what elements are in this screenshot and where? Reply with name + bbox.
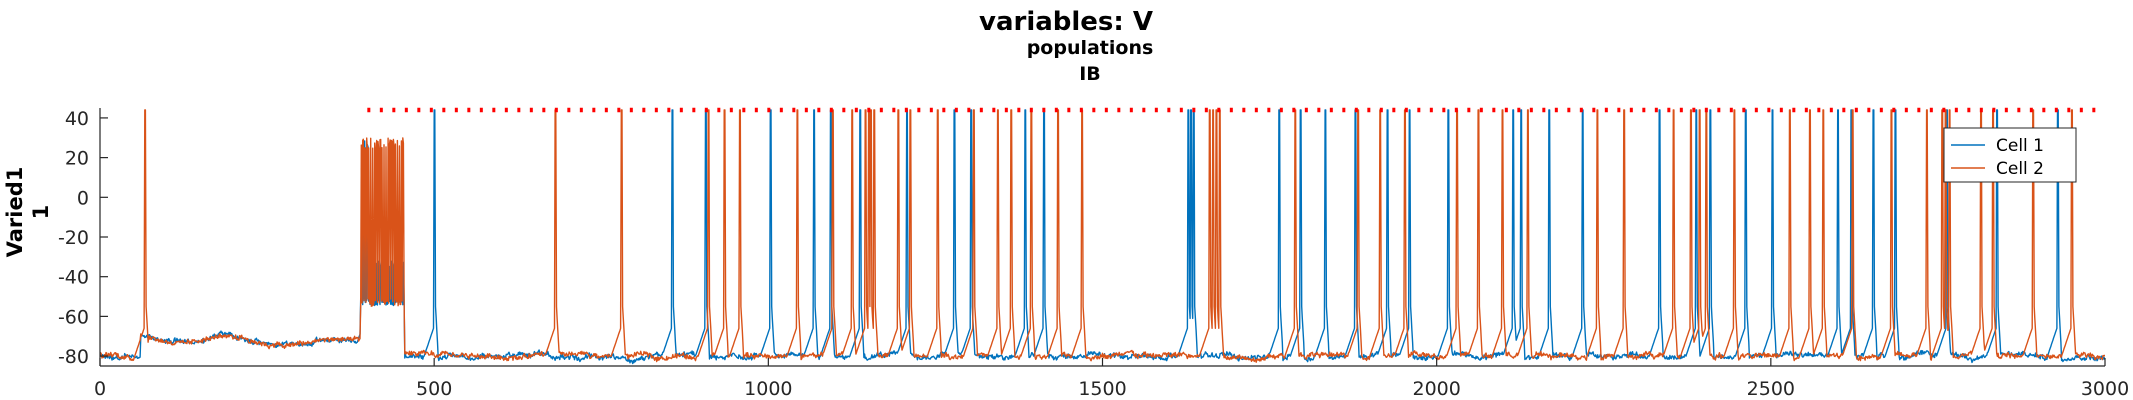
x-tick-label: 1000 — [744, 378, 792, 400]
chart-subtitle-ib: IB — [1079, 63, 1101, 85]
legend-label-cell-1: Cell 1 — [1996, 136, 2044, 156]
series-line-cell-2 — [100, 109, 2105, 363]
x-tick-label: 2000 — [1412, 378, 1460, 400]
x-tick-label: 2500 — [1747, 378, 1795, 400]
chart-title: variables: V — [979, 7, 1153, 37]
y-axis-label: Varied1 1 — [3, 167, 53, 258]
x-axis: 0 500 1000 1500 2000 2500 3000 — [94, 358, 2129, 400]
y-axis-label-line1: Varied1 — [3, 167, 27, 258]
legend-label-cell-2: Cell 2 — [1996, 159, 2044, 179]
y-tick-label: -20 — [58, 227, 89, 249]
y-axis-label-line2: 1 — [29, 205, 53, 220]
x-tick-label: 500 — [416, 378, 452, 400]
y-tick-label: 20 — [65, 148, 89, 170]
y-tick-label: -80 — [58, 346, 89, 368]
y-axis: -80 -60 -40 -20 0 20 40 — [58, 108, 108, 368]
x-tick-label: 3000 — [2081, 378, 2129, 400]
y-tick-label: -60 — [58, 306, 89, 328]
legend: Cell 1 Cell 2 — [1943, 127, 2077, 183]
legend-box — [1943, 127, 2077, 183]
y-tick-label: -40 — [58, 267, 89, 289]
x-tick-label: 1500 — [1078, 378, 1126, 400]
y-tick-label: 0 — [77, 187, 89, 209]
chart-titles: variables: V populations IB — [979, 7, 1153, 85]
y-tick-label: 40 — [65, 108, 89, 130]
chart-subtitle-populations: populations — [1027, 37, 1154, 59]
plot-area — [100, 109, 2105, 365]
x-tick-label: 0 — [94, 378, 106, 400]
